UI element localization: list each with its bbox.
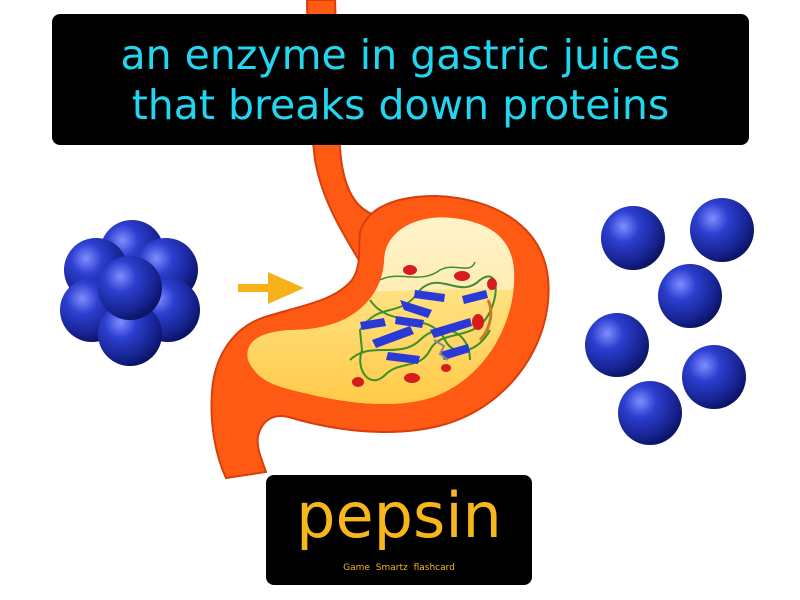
definition-box: an enzyme in gastric juices that breaks … bbox=[52, 14, 749, 145]
credit-text: Game Smartz flashcard bbox=[343, 563, 455, 573]
definition-line-2: that breaks down proteins bbox=[131, 80, 670, 129]
protein-cluster-icon bbox=[60, 220, 200, 366]
arrow-right-icon bbox=[238, 272, 304, 304]
enzyme-ribbon-icon bbox=[349, 261, 497, 387]
definition-line-1: an enzyme in gastric juices bbox=[120, 30, 681, 79]
term-box: pepsin Game Smartz flashcard bbox=[266, 475, 532, 585]
amino-acid-sphere-icon bbox=[585, 198, 754, 445]
term-title: pepsin bbox=[296, 479, 502, 552]
